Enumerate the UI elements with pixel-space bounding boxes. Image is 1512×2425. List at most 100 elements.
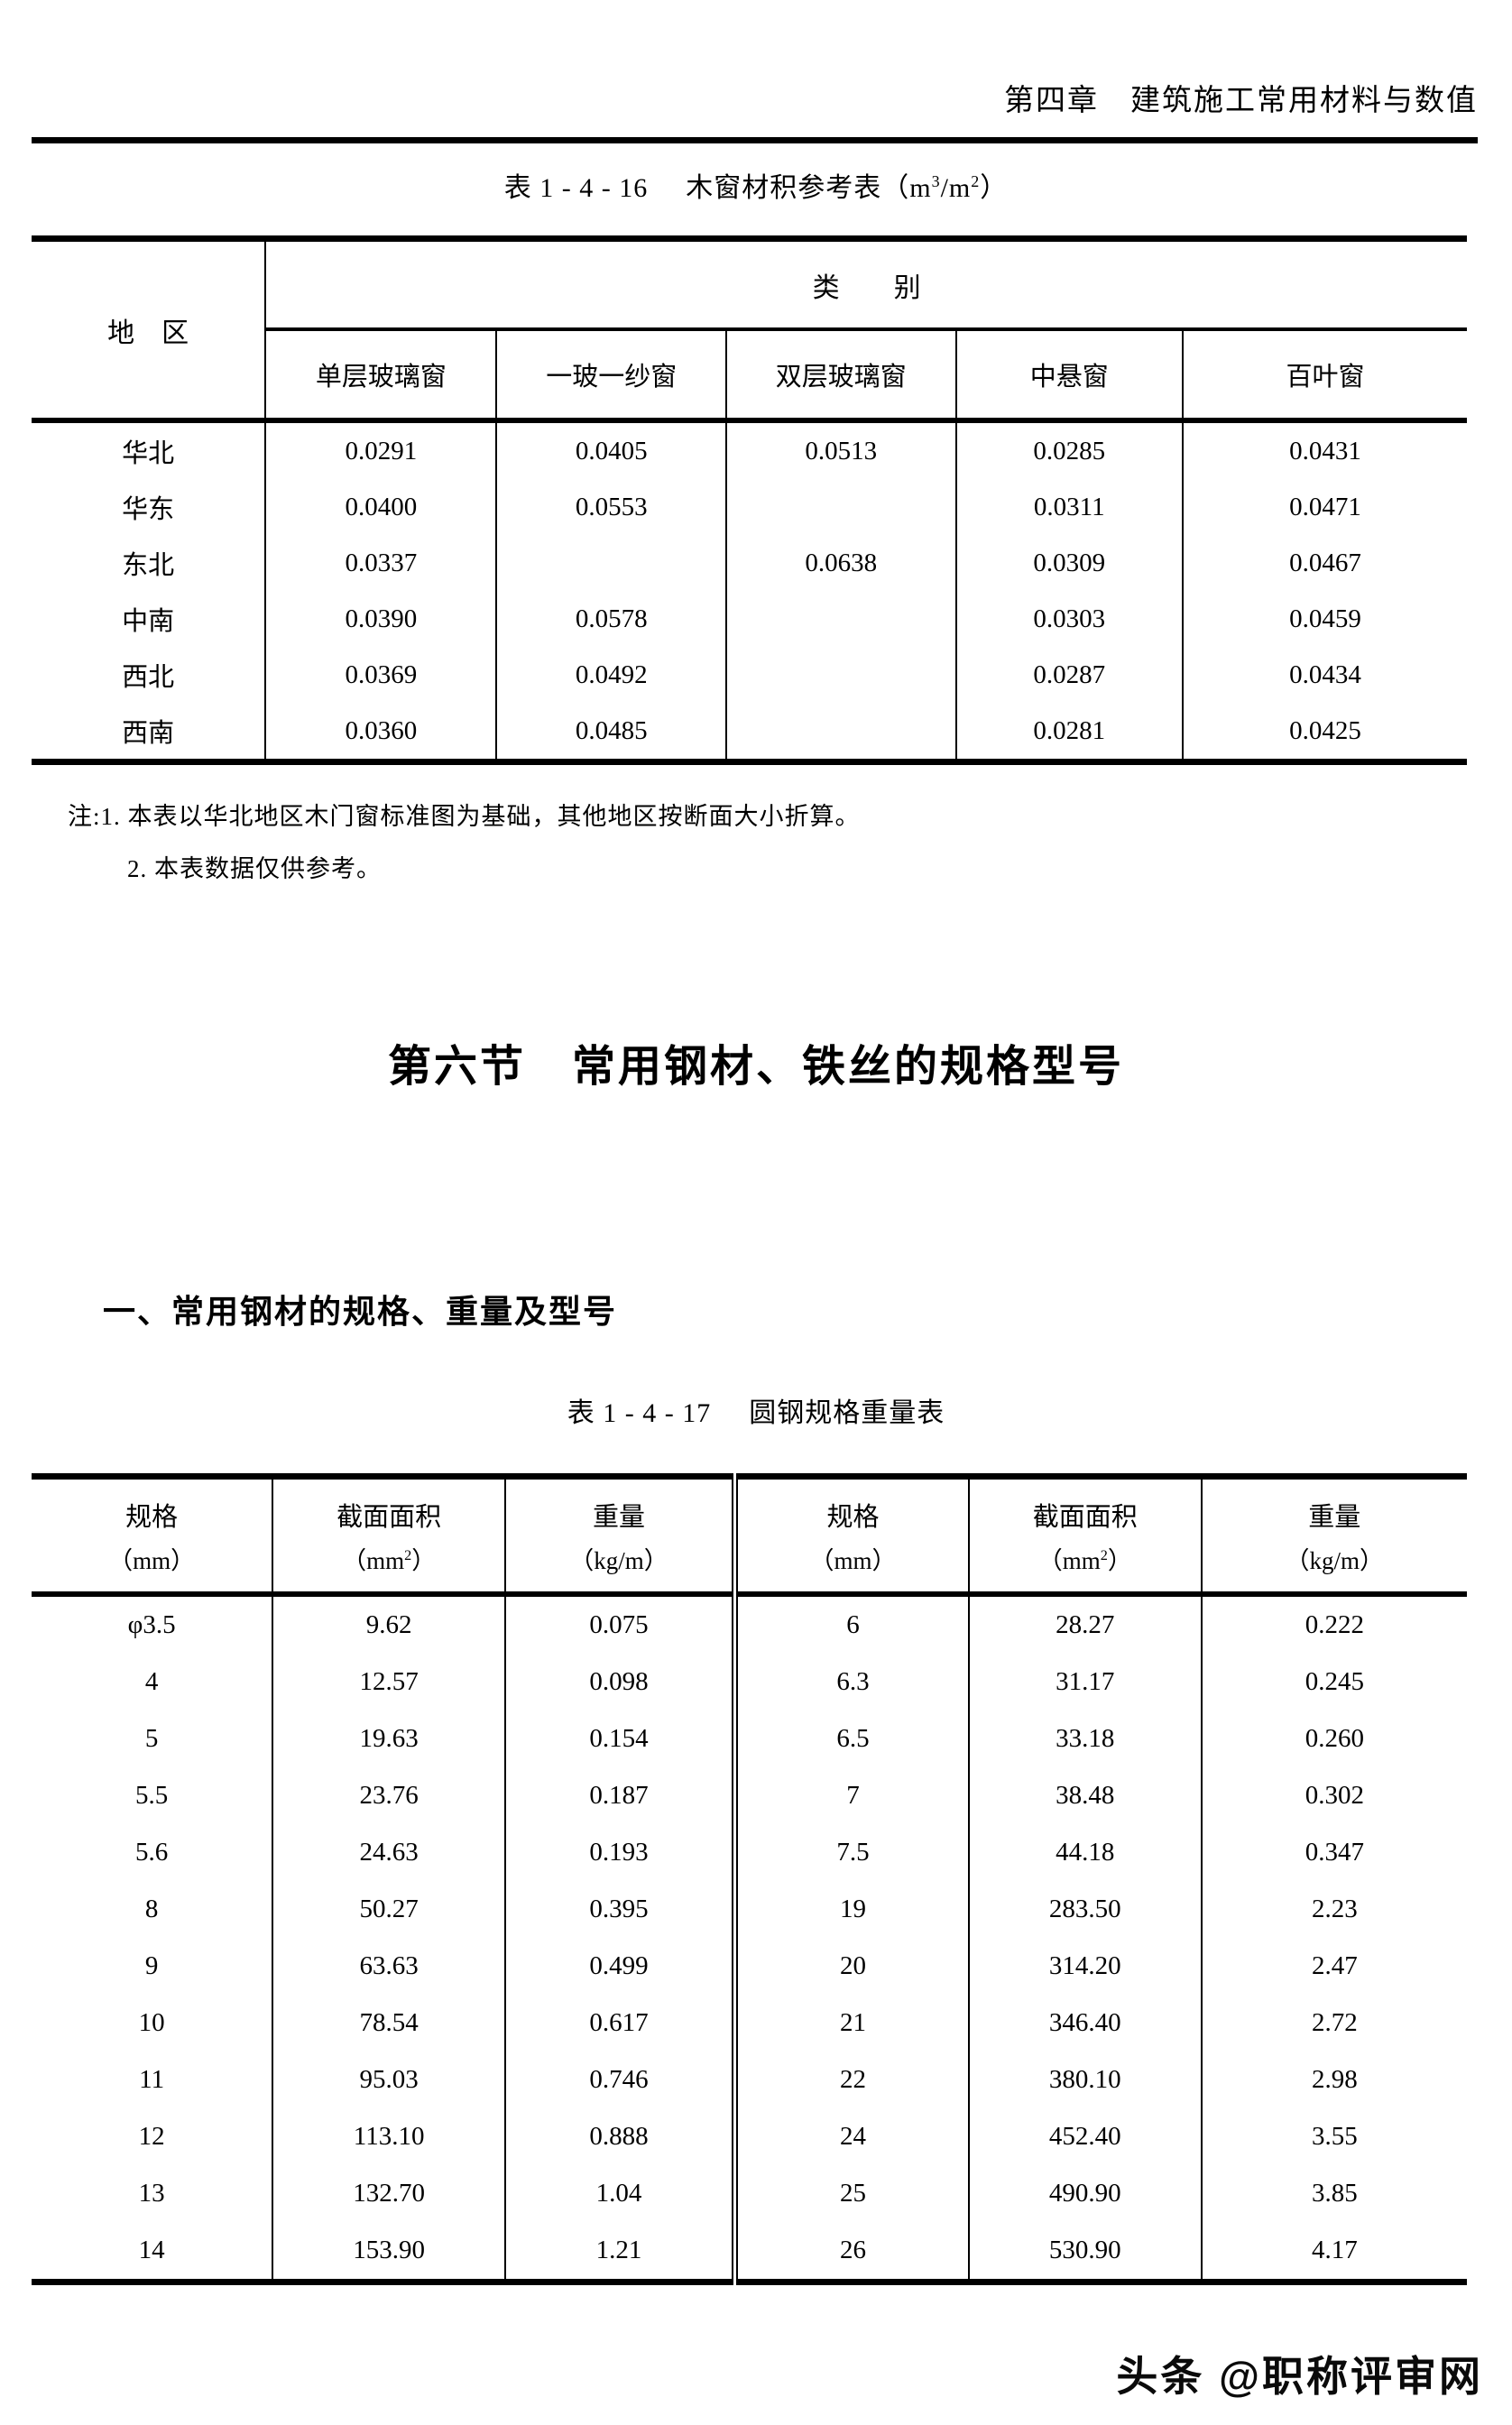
value-cell: 0.746 [589,2065,649,2094]
column-header: 百叶窗 [1182,329,1467,423]
value-cell: 0.0281 [955,703,1184,762]
table-row: 5.6 24.63 0.193 7.5 44.18 0.347 [32,1824,1467,1881]
value-cell: 14 [32,2222,274,2282]
value-cell: 24 [732,2108,970,2165]
header-unit: （mm） [809,1546,897,1574]
value-cell: 0.347 [1305,1838,1364,1867]
unit-close: ） [411,1546,437,1574]
table-row: 14 153.90 1.21 26 530.90 4.17 [32,2222,1467,2282]
region-cell: 华北 [32,418,267,479]
value-cell: 0.0638 [726,535,957,591]
value-cell: 0.0400 [265,479,498,535]
value-cell: 0.0471 [1289,492,1361,521]
value-cell: 1.04 [595,2179,642,2208]
value-cell: 113.10 [272,2108,507,2165]
value-cell: 12 [32,2108,274,2165]
table-row: φ3.5 9.62 0.075 6 28.27 0.222 [32,1594,1467,1654]
column-header: 双层玻璃窗 [726,329,957,423]
unit-sup-3: 3 [931,172,941,190]
header-label: 重量 [593,1502,646,1532]
table1-notes: 注:1. 本表以华北地区木门窗标准图为基础，其他地区按断面大小折算。 2. 本表… [32,790,1478,895]
value-cell: 20 [732,1938,970,1995]
value-cell: 0.0390 [265,591,498,647]
value-cell: 0.0405 [496,418,728,479]
value-cell: 0.098 [589,1667,649,1696]
table-row: 中南 0.0390 0.0578 0.0303 0.0459 [32,591,1467,647]
area-column-header: 截面面积 （mm2） [968,1476,1203,1597]
value-cell: 0.0369 [265,647,498,703]
value-cell: 2.98 [1311,2065,1358,2094]
unit-open: （m [881,173,932,203]
table-row: 4 12.57 0.098 6.3 31.17 0.245 [32,1654,1467,1710]
round-steel-table-body: φ3.5 9.62 0.075 6 28.27 0.222 4 12.57 0.098 6.3 31… [32,1594,1467,2282]
value-cell [726,647,957,703]
table-row: 华东 0.0400 0.0553 0.0311 0.0471 [32,479,1467,535]
value-cell: 63.63 [272,1938,507,1995]
value-cell: 13 [32,2165,274,2222]
value-cell: 153.90 [272,2222,507,2282]
table-subheader-row: 单层玻璃窗 一玻一纱窗 双层玻璃窗 中悬窗 百叶窗 [32,329,1467,423]
unit-sup-2: 2 [404,1546,412,1563]
value-cell: 0.0459 [1289,604,1361,633]
value-cell: 0.0467 [1289,548,1361,577]
value-cell: 5.5 [32,1767,274,1824]
value-cell: 11 [32,2052,274,2108]
value-cell: 490.90 [968,2165,1203,2222]
header-label: 截面面积 [337,1502,442,1532]
table-row: 8 50.27 0.395 19 283.50 2.23 [32,1881,1467,1938]
value-cell: 3.55 [1311,2122,1358,2151]
value-cell: 12.57 [272,1654,507,1710]
value-cell: 0.154 [589,1724,649,1753]
value-cell: 9 [32,1938,274,1995]
table-row: 5.5 23.76 0.187 7 38.48 0.302 [32,1767,1467,1824]
value-cell: 2.23 [1311,1895,1358,1923]
table-row: 华北 0.0291 0.0405 0.0513 0.0285 0.0431 [32,418,1467,479]
header-unit: （mm） [108,1546,196,1574]
table-row: 13 132.70 1.04 25 490.90 3.85 [32,2165,1467,2222]
value-cell [496,535,728,591]
value-cell: 6.5 [732,1710,970,1767]
value-cell: 23.76 [272,1767,507,1824]
header-label: 规格 [826,1502,880,1532]
weight-column-header: 重量 （kg/m） [505,1476,735,1597]
section-title: 第六节 常用钢材、铁丝的规格型号 [387,1043,1124,1091]
header-label: 截面面积 [1032,1502,1138,1532]
table-row: 12 113.10 0.888 24 452.40 3.55 [32,2108,1467,2165]
column-header: 一玻一纱窗 [496,329,728,423]
header-unit: （kg/m） [1285,1546,1385,1574]
region-column-header: 地 区 [32,238,267,420]
note-line: 注:1. 本表以华北地区木门窗标准图为基础，其他地区按断面大小折算。 [68,803,861,830]
watermark: 头条 @职称评审网 [1116,2353,1483,2400]
value-cell: 0.0434 [1289,659,1361,689]
value-cell: 38.48 [968,1767,1203,1824]
table-row: 11 95.03 0.746 22 380.10 2.98 [32,2052,1467,2108]
value-cell: 50.27 [272,1881,507,1938]
value-cell [726,591,957,647]
table2-title: 表 1 - 4 - 17 圆钢规格重量表 [0,1396,1512,1432]
value-cell: 0.0431 [1182,418,1467,479]
value-cell: 346.40 [968,1995,1203,2052]
region-cell: 中南 [32,591,267,647]
table1-title: 表 1 - 4 - 16 木窗材积参考表（m3/m2） [0,171,1512,207]
value-cell: 0.260 [1305,1724,1364,1753]
value-cell: 28.27 [968,1594,1203,1654]
value-cell: 0.245 [1305,1667,1364,1696]
value-cell: 0.0513 [726,418,957,479]
value-cell: 95.03 [272,2052,507,2108]
table-row: 西北 0.0369 0.0492 0.0287 0.0434 [32,647,1467,703]
value-cell: 0.193 [589,1838,649,1867]
spec-column-header: 规格 （mm） [32,1476,274,1597]
value-cell: 0.0309 [955,535,1184,591]
value-cell: 5.6 [32,1824,274,1881]
value-cell: 5 [32,1710,274,1767]
weight-column-header: 重量 （kg/m） [1201,1476,1467,1597]
value-cell: 0.0337 [265,535,498,591]
value-cell: 78.54 [272,1995,507,2052]
table-row: 10 78.54 0.617 21 346.40 2.72 [32,1995,1467,2052]
header-rule [32,137,1478,143]
value-cell [726,479,957,535]
area-column-header: 截面面积 （mm2） [272,1476,507,1597]
value-cell: 314.20 [968,1938,1203,1995]
value-cell: 21 [732,1995,970,2052]
note-line: 2. 本表数据仅供参考。 [127,855,382,882]
